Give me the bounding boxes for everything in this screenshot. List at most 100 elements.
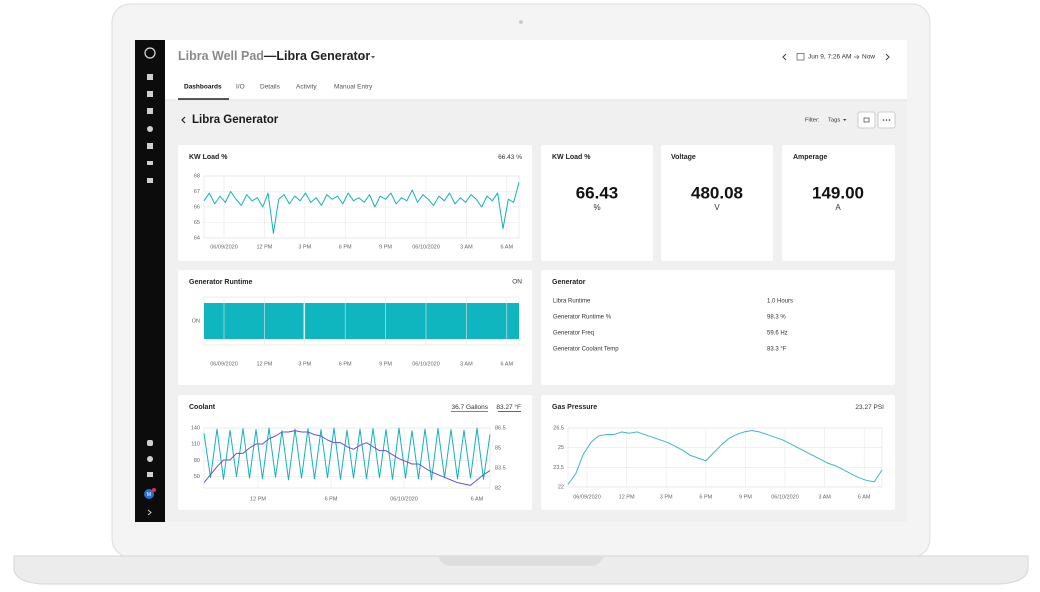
x-tick-label: 6 AM bbox=[858, 494, 871, 500]
x-tick-label: 06/10/2020 bbox=[412, 361, 440, 367]
nav-icon[interactable] bbox=[147, 178, 153, 183]
row-label: Generator Runtime % bbox=[553, 315, 612, 321]
legend-name: °F bbox=[514, 403, 521, 411]
filter-value[interactable]: Tags bbox=[828, 118, 840, 124]
page-title: Libra Well Pad—Libra Generator bbox=[178, 49, 370, 63]
legend-value: 83.27 bbox=[496, 404, 513, 411]
tabs: Dashboards I/O Details Activity Manual Entry bbox=[184, 84, 373, 91]
widget-current: 23.27 PSI bbox=[855, 404, 884, 411]
card bbox=[178, 145, 532, 261]
current-value: 23.27 bbox=[855, 404, 872, 411]
y-tick-label: 67 bbox=[194, 189, 200, 195]
current-unit: % bbox=[516, 154, 522, 161]
cards bbox=[178, 145, 895, 510]
dashboard-title: Libra Generator bbox=[192, 114, 279, 126]
x-tick-label: 6 PM bbox=[339, 361, 352, 367]
nav-icon[interactable] bbox=[147, 472, 153, 477]
y-tick-label: 65 bbox=[194, 220, 200, 226]
nav-icon[interactable] bbox=[147, 91, 153, 97]
y-tick-label: 86.5 bbox=[495, 425, 506, 431]
y-tick-label: 80 bbox=[194, 458, 200, 464]
row-label: Generator Freq bbox=[553, 331, 594, 337]
widget-title: KW Load % bbox=[552, 154, 591, 161]
nav-icon[interactable] bbox=[147, 108, 153, 114]
options-icon bbox=[882, 119, 891, 121]
tab[interactable]: Manual Entry bbox=[334, 84, 373, 91]
widget-title: Amperage bbox=[793, 154, 827, 161]
nav-icon[interactable] bbox=[147, 126, 153, 132]
series-line bbox=[203, 182, 520, 234]
nav-icon[interactable] bbox=[147, 456, 153, 462]
x-tick-label: 3 PM bbox=[298, 244, 311, 250]
fullscreen-icon bbox=[863, 117, 870, 123]
x-tick-label: 3 AM bbox=[460, 244, 473, 250]
expand-icon[interactable] bbox=[147, 509, 152, 516]
time-from[interactable]: Jun 9, 7:26 AM bbox=[808, 54, 851, 61]
nav-icon[interactable] bbox=[147, 74, 153, 80]
tab[interactable]: I/O bbox=[236, 84, 245, 91]
filter-label: Filter: bbox=[805, 118, 820, 124]
x-tick-label: 9 PM bbox=[739, 494, 752, 500]
widget-title: Generator bbox=[552, 279, 586, 286]
fullscreen-button[interactable] bbox=[857, 111, 876, 129]
x-tick-label: 9 PM bbox=[379, 244, 392, 250]
calendar-icon[interactable] bbox=[796, 53, 805, 61]
series-line bbox=[567, 430, 883, 485]
x-tick-label: 6 PM bbox=[339, 244, 352, 250]
card bbox=[661, 145, 773, 261]
y-tick-label: 85 bbox=[495, 445, 501, 451]
nav-icon[interactable] bbox=[147, 161, 153, 165]
time-to[interactable]: Now bbox=[862, 54, 875, 61]
y-tick-label: 140 bbox=[191, 425, 200, 431]
avatar-initial: M bbox=[147, 492, 151, 498]
x-tick-label: 6 AM bbox=[501, 361, 514, 367]
x-tick-label: 6 PM bbox=[325, 496, 338, 502]
row-value: 59.6 Hz bbox=[767, 331, 788, 337]
stat-unit: V bbox=[714, 203, 720, 212]
widget-title: Gas Pressure bbox=[552, 404, 597, 411]
row-label: Generator Coolant Temp bbox=[553, 347, 619, 353]
legend-entry[interactable]: 83.27 °F bbox=[496, 403, 521, 411]
runtime-status: ON bbox=[512, 279, 522, 286]
y-tick-label: ON bbox=[192, 318, 200, 324]
stat-unit: A bbox=[835, 203, 841, 212]
x-tick-label: 06/09/2020 bbox=[573, 494, 601, 500]
logo[interactable] bbox=[144, 47, 156, 59]
legend-entry[interactable]: 36.7 Gallons bbox=[451, 404, 488, 411]
card bbox=[782, 145, 895, 261]
next-button[interactable] bbox=[885, 53, 890, 61]
stat-value: 66.43 bbox=[576, 183, 619, 202]
widget-title: Voltage bbox=[671, 154, 696, 161]
x-tick-label: 3 PM bbox=[298, 361, 311, 367]
camera bbox=[519, 20, 523, 24]
y-tick-label: 64 bbox=[194, 235, 200, 241]
tab[interactable]: Details bbox=[260, 84, 281, 91]
prev-button[interactable] bbox=[782, 53, 787, 61]
asset-name: —Libra Generator bbox=[264, 49, 370, 63]
x-tick-label: 12 PM bbox=[256, 361, 272, 367]
stat-unit: % bbox=[593, 203, 600, 212]
y-tick-label: 50 bbox=[194, 474, 200, 480]
series-line bbox=[203, 427, 491, 481]
x-tick-label: 06/10/2020 bbox=[771, 494, 799, 500]
nav-icon[interactable] bbox=[147, 440, 153, 446]
nav-icon[interactable] bbox=[147, 143, 153, 149]
series-line bbox=[203, 430, 491, 486]
card bbox=[541, 145, 653, 261]
x-tick-label: 6 PM bbox=[699, 494, 712, 500]
y-tick-label: 23.5 bbox=[553, 465, 564, 471]
current-unit: PSI bbox=[874, 404, 885, 411]
more-menu[interactable] bbox=[361, 56, 375, 59]
row-value: 98.3 % bbox=[767, 315, 786, 321]
card bbox=[541, 395, 895, 510]
row-value: 83.3 °F bbox=[767, 347, 787, 353]
tab[interactable]: Dashboards bbox=[184, 84, 222, 91]
back-button[interactable] bbox=[181, 116, 186, 124]
avatar[interactable] bbox=[144, 489, 154, 499]
x-tick-label: 3 AM bbox=[460, 361, 473, 367]
site-name[interactable]: Libra Well Pad bbox=[178, 49, 264, 63]
x-tick-label: 06/10/2020 bbox=[390, 496, 418, 502]
runtime-bar bbox=[204, 303, 519, 339]
tab[interactable]: Activity bbox=[296, 84, 317, 91]
